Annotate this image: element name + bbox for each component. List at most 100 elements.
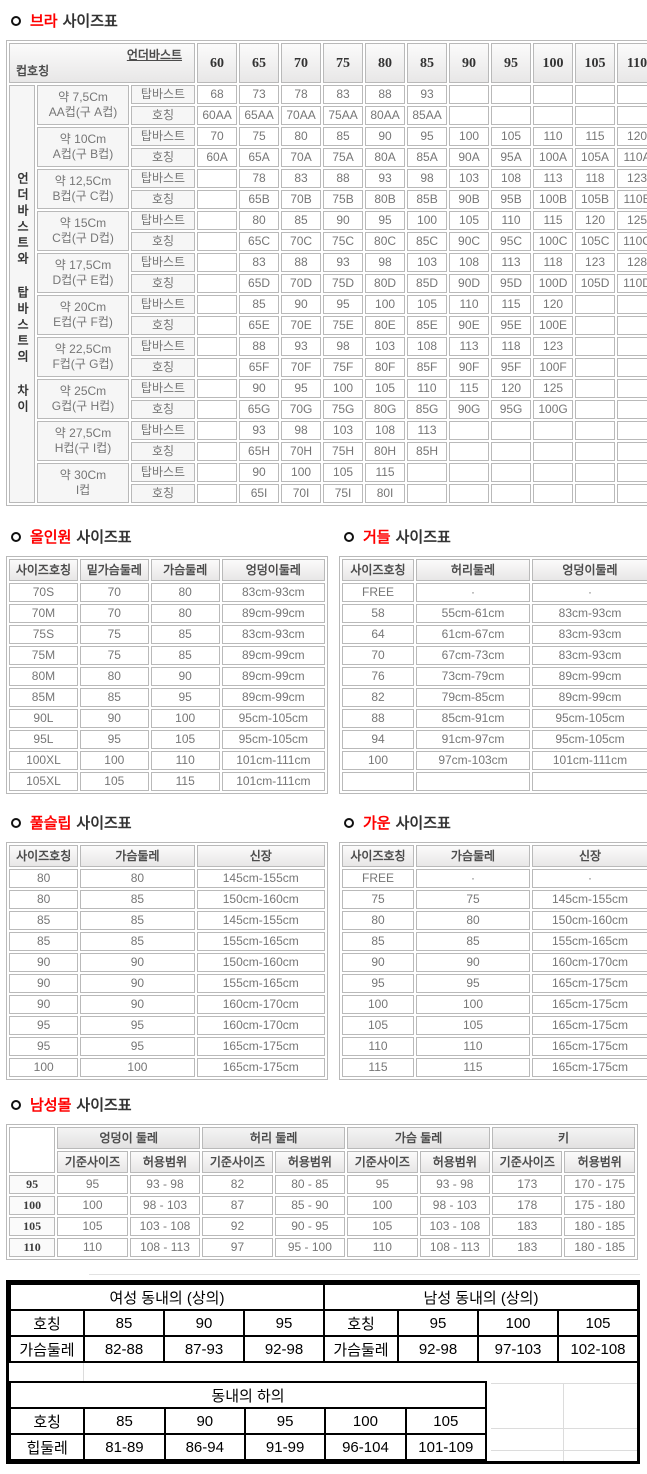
table-cell — [575, 463, 616, 482]
table-cell — [617, 379, 647, 398]
bra-name-row: 호칭 65I 70I 75I 80I — [9, 484, 647, 503]
table-cell: 123 — [533, 337, 574, 356]
cup-label-cell: 약 20Cm E컵(구 F컵) — [37, 295, 129, 335]
table-cell: 80 — [239, 211, 280, 230]
table-cell: 90 — [163, 1309, 245, 1337]
table-cell — [491, 421, 532, 440]
table-cell: 150cm-160cm — [196, 953, 325, 972]
col-header: 신장 — [532, 845, 647, 867]
table-cell: 95 — [80, 1037, 195, 1056]
table-cell: 105 — [449, 211, 490, 230]
table-cell: 145cm-155cm — [196, 911, 325, 930]
table-cell — [491, 484, 532, 503]
col-header: 가슴둘레 — [80, 845, 195, 867]
table-cell: 113 — [533, 169, 574, 188]
table-cell: 83cm-93cm — [221, 625, 325, 644]
col-header: 신장 — [196, 845, 325, 867]
table-row: 100 97cm-103cm 101cm-111cm — [342, 751, 647, 770]
gridline — [491, 1383, 637, 1384]
table-cell: 125 — [617, 211, 647, 230]
table-cell: 103 — [407, 253, 448, 272]
gown-size-table: 사이즈호칭 가슴둘레 신장 FREE · · 75 75 145cm-155cm 80 80 1… — [339, 842, 647, 1080]
table-cell: 178 — [492, 1196, 563, 1215]
table-cell: 92-98 — [397, 1335, 479, 1363]
table-cell — [617, 421, 647, 440]
title-rest: 사이즈표 — [76, 1097, 132, 1114]
sub-header-row: 기준사이즈 허용범위 기준사이즈 허용범위 기준사이즈 허용범위 기준사이즈 허… — [9, 1151, 635, 1173]
table-cell: 110B — [617, 190, 647, 209]
table-cell: 95 — [9, 1037, 79, 1056]
table-cell: 87-93 — [163, 1335, 245, 1363]
bra-size-table: 언더바스트 컵호칭 60 65 70 75 80 85 90 95 100 10… — [6, 40, 647, 506]
table-cell: 123 — [617, 169, 647, 188]
table-cell: 95cm-105cm — [532, 709, 647, 728]
table-cell: 70B — [281, 190, 322, 209]
table-cell: 90 — [79, 709, 149, 728]
table-cell: 115 — [575, 127, 616, 146]
table-cell: 110 — [57, 1238, 128, 1257]
col-header: 90 — [449, 43, 490, 83]
table-cell: 65A — [239, 148, 280, 167]
table-cell: 85 - 90 — [274, 1196, 346, 1215]
table-cell — [575, 421, 616, 440]
table-cell: 100 — [323, 379, 364, 398]
table-cell: 155cm-165cm — [532, 932, 647, 951]
table-cell: 80 — [9, 890, 79, 909]
table-cell — [197, 316, 238, 335]
table-cell: 115 — [533, 211, 574, 230]
table-cell: 90C — [449, 232, 490, 251]
table-cell: 85 — [9, 932, 79, 951]
table-cell: 100 — [416, 995, 530, 1014]
fullslip-table-body: 80 80 145cm-155cm 80 85 150cm-160cm 85 85 145cm-… — [9, 869, 325, 1077]
col-header: 60 — [197, 43, 238, 83]
table-cell: 80F — [365, 358, 406, 377]
bra-corner-header: 언더바스트 컵호칭 — [9, 43, 196, 83]
table-row: 105 105 165cm-175cm — [342, 1016, 647, 1035]
table-cell: 85M — [9, 688, 78, 707]
table-cell — [197, 274, 238, 293]
table-cell: 105D — [575, 274, 616, 293]
table-cell — [491, 463, 532, 482]
table-cell: 88 — [281, 253, 322, 272]
table-cell: 88 — [342, 709, 414, 728]
table-cell: 100A — [533, 148, 574, 167]
table-cell: 85E — [407, 316, 448, 335]
table-cell: 95cm-105cm — [532, 730, 647, 749]
table-cell: 165cm-175cm — [532, 1016, 647, 1035]
table-cell: 120 — [491, 379, 532, 398]
table-cell — [197, 253, 238, 272]
col-header: 80 — [365, 43, 406, 83]
table-row: 82 79cm-85cm 89cm-99cm — [342, 688, 647, 707]
section-title-mens: 남성몰 사이즈표 — [8, 1094, 641, 1115]
bra-topbust-row: 약 22,5Cm F컵(구 G컵) 탑바스트 88 93 98 103 108 113 118 12… — [9, 337, 647, 377]
table-cell: 90 — [80, 974, 195, 993]
table-cell: 85 — [9, 911, 79, 930]
bra-header-row: 언더바스트 컵호칭 60 65 70 75 80 85 90 95 100 10… — [9, 43, 647, 83]
table-row: 110 110 108 - 113 97 95 - 100 110 108 - 113 183… — [9, 1238, 635, 1257]
table-cell: 105 — [342, 1016, 414, 1035]
table-cell: 95D — [491, 274, 532, 293]
table-cell: 78 — [281, 85, 322, 104]
title-keyword: 브라 — [30, 13, 58, 30]
table-cell: 80 — [79, 667, 149, 686]
table-row: 95 95 165cm-175cm — [342, 974, 647, 993]
table-cell — [617, 106, 647, 125]
sub-header: 허용범위 — [419, 1151, 491, 1173]
table-cell: 100 — [407, 211, 448, 230]
table-cell — [617, 442, 647, 461]
table-cell — [617, 484, 647, 503]
table-cell: 89cm-99cm — [221, 604, 325, 623]
table-cell: 65E — [239, 316, 280, 335]
table-cell: 65F — [239, 358, 280, 377]
table-row: 95L 95 105 95cm-105cm — [9, 730, 325, 749]
table-row: 58 55cm-61cm 83cm-93cm — [342, 604, 647, 623]
header-row: 사이즈호칭 허리둘레 엉덩이둘레 — [342, 559, 647, 581]
cup-label-cell: 약 17,5Cm D컵(구 E컵) — [37, 253, 129, 293]
table-cell: 85 — [416, 932, 530, 951]
table-cell: 85AA — [407, 106, 448, 125]
table-cell: 탑바스트 — [131, 295, 196, 314]
table-cell: 95 - 100 — [274, 1238, 346, 1257]
table-cell: 90 — [239, 379, 280, 398]
table-cell: 90 — [9, 953, 79, 972]
